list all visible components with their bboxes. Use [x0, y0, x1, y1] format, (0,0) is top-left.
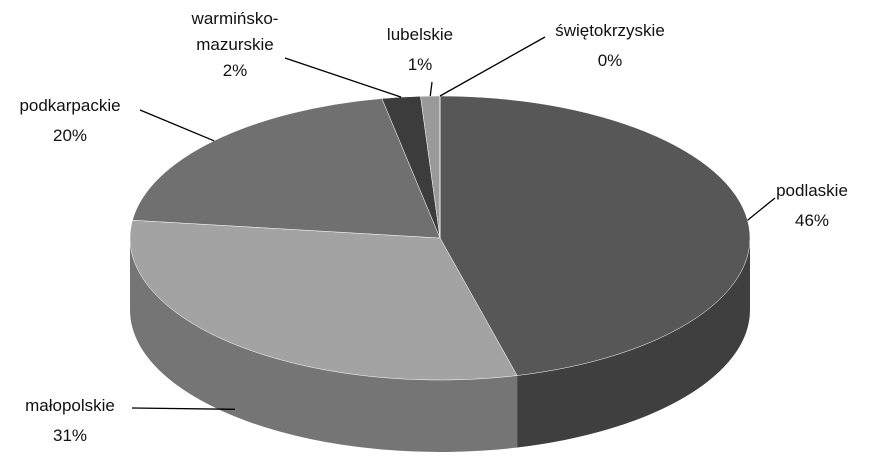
category-label: świętokrzyskie — [555, 21, 665, 40]
leader-line — [131, 407, 236, 410]
category-label: warmińsko-mazurskie — [191, 9, 279, 54]
data-label: lubelskie 1% — [355, 20, 485, 80]
value-label: 31% — [52, 426, 88, 445]
value-label: 20% — [52, 126, 88, 145]
slice — [129, 219, 518, 381]
slice — [132, 98, 441, 239]
value-label: 0% — [597, 51, 623, 70]
leader-line — [284, 57, 402, 98]
category-label: małopolskie — [25, 396, 115, 415]
data-label: świętokrzyskie 0% — [545, 16, 675, 76]
leader-line — [439, 36, 546, 97]
value-label: 2% — [222, 61, 248, 80]
leader-line — [747, 197, 776, 221]
value-label: 1% — [407, 55, 433, 74]
category-label: lubelskie — [386, 25, 454, 44]
data-label: podkarpackie 20% — [5, 91, 135, 151]
category-label: podlaskie — [776, 181, 848, 200]
leader-line — [429, 81, 433, 97]
slice-side — [517, 238, 750, 448]
data-label: warmińsko-mazurskie 2% — [185, 6, 285, 84]
data-label: małopolskie 31% — [5, 391, 135, 451]
value-label: 46% — [794, 211, 830, 230]
category-label: podkarpackie — [19, 96, 121, 115]
data-label: podlaskie 46% — [747, 176, 876, 236]
slice-side — [130, 238, 518, 452]
leader-line — [139, 109, 215, 142]
